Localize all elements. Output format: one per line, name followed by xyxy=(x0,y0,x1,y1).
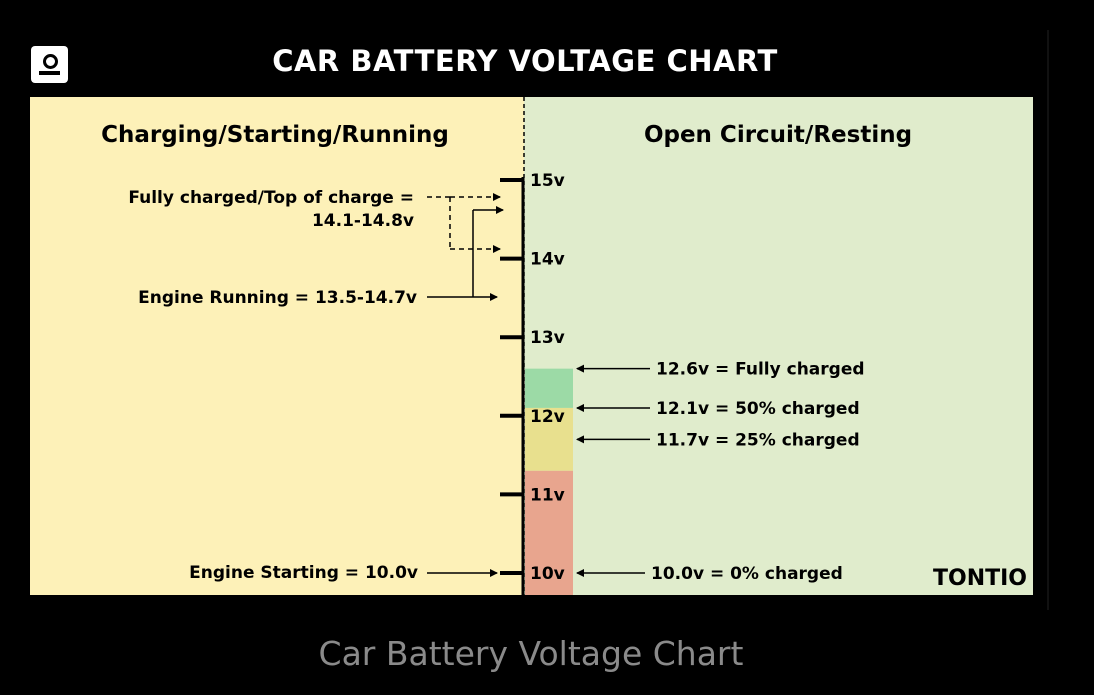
voltage-diagram: 15v 14v 13v 12v 11v 10v Charging/Starting/Run… xyxy=(30,97,1033,595)
charge-band-low xyxy=(525,470,573,595)
charge-band-mid xyxy=(525,407,573,471)
fully-charged-range: 14.1-14.8v xyxy=(312,211,414,231)
engine-running-label: Engine Running = 13.5-14.7v xyxy=(138,288,417,308)
tick-label-10v: 10v xyxy=(530,564,565,584)
engine-starting-label: Engine Starting = 10.0v xyxy=(189,563,418,583)
engine-running-bracket xyxy=(427,206,504,301)
tick-label-11v: 11v xyxy=(530,485,565,505)
top-of-charge-bracket xyxy=(427,193,501,253)
brand-logo: TONTIO xyxy=(933,566,1027,591)
left-panel xyxy=(30,97,524,595)
charge-band-full xyxy=(525,368,573,408)
resting-label: 12.6v = Fully charged xyxy=(656,360,865,380)
right-heading: Open Circuit/Resting xyxy=(644,122,912,148)
left-heading: Charging/Starting/Running xyxy=(101,122,449,148)
tick-label-12v: 12v xyxy=(530,407,565,427)
right-panel xyxy=(524,97,1033,595)
camera-icon xyxy=(31,46,68,83)
tick-label-15v: 15v xyxy=(530,171,565,191)
fully-charged-label: Fully charged/Top of charge = xyxy=(128,188,414,208)
tick-label-13v: 13v xyxy=(530,328,565,348)
resting-label: 10.0v = 0% charged xyxy=(651,564,843,584)
divider xyxy=(1047,30,1049,610)
resting-label: 12.1v = 50% charged xyxy=(656,399,860,419)
figure-caption: Car Battery Voltage Chart xyxy=(318,634,744,673)
page-title: CAR BATTERY VOLTAGE CHART xyxy=(272,44,778,78)
tick-label-14v: 14v xyxy=(530,250,565,270)
resting-label: 11.7v = 25% charged xyxy=(656,430,860,450)
